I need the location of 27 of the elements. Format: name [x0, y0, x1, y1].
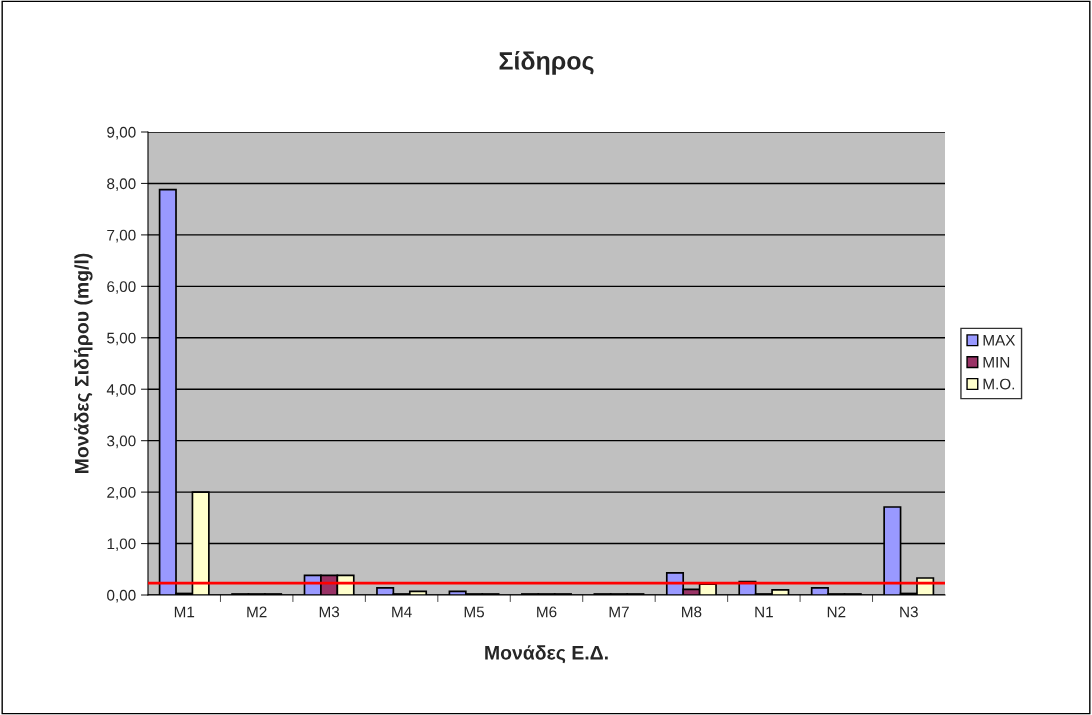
y-tick-label: 8,00 — [107, 178, 136, 191]
legend-label: MAX — [983, 335, 1016, 346]
x-tick-label: M5 — [464, 606, 485, 618]
y-tick-label: 9,00 — [107, 126, 136, 140]
x-tick-label: M1 — [174, 606, 195, 618]
y-tick-label: 6,00 — [107, 281, 136, 294]
x-tick-label: M2 — [247, 606, 267, 618]
y-tick-label: 0,00 — [107, 589, 136, 603]
x-tick-label: N2 — [827, 606, 846, 618]
x-tick-label: M7 — [609, 606, 629, 618]
y-tick-label: 7,00 — [107, 229, 136, 243]
x-tick-label: M4 — [392, 606, 412, 618]
x-tick-label: M3 — [319, 606, 340, 618]
y-axis-title: Μονάδες Σιδήρου (mg/l) — [74, 253, 93, 474]
x-tick-label: N3 — [900, 606, 918, 618]
x-tick-label: M6 — [537, 606, 557, 618]
legend-label: MIN — [983, 356, 1010, 368]
chart-title: Σίδηρος — [499, 51, 594, 75]
x-tick-label: N1 — [755, 606, 773, 618]
x-tick-label: M8 — [682, 606, 702, 618]
y-tick-label: 4,00 — [106, 384, 136, 397]
y-tick-label: 5,00 — [107, 332, 136, 346]
y-tick-label: 3,00 — [107, 435, 136, 449]
x-axis-title: Μονάδες Ε.Δ. — [485, 645, 608, 664]
y-tick-label: 2,00 — [107, 486, 136, 500]
y-tick-label: 1,00 — [107, 538, 136, 552]
legend-label: M.O. — [983, 378, 1015, 390]
